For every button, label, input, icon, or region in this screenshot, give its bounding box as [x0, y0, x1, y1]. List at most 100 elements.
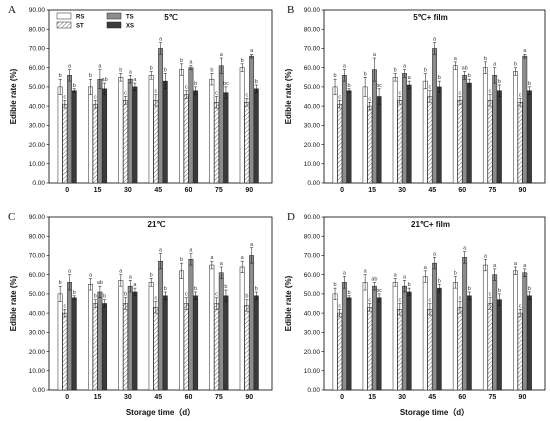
bar-st [367, 105, 373, 184]
significance-label: c [398, 298, 401, 304]
significance-label: b [424, 67, 427, 73]
bar-st [244, 305, 250, 391]
bar-ts [372, 285, 377, 391]
y-axis-label: Edible rate (%) [9, 275, 18, 331]
significance-label: b [334, 73, 337, 79]
y-tick-label: 50.00 [304, 84, 321, 91]
significance-label: a [210, 255, 214, 261]
bar-rs [362, 282, 368, 391]
significance-label: a [68, 269, 72, 275]
bar-rs [452, 282, 458, 391]
bar-ts [492, 274, 498, 391]
bar-ts [402, 73, 407, 184]
bar-rs [148, 75, 154, 184]
significance-label: a [343, 64, 347, 70]
significance-label: a [250, 242, 254, 248]
x-tick-label: 90 [245, 394, 253, 401]
significance-label: a [343, 271, 347, 277]
bar-rs [392, 282, 398, 391]
significance-label: b [528, 81, 531, 87]
bar-xs [496, 299, 502, 391]
y-tick-label: 60.00 [304, 272, 321, 279]
bar-st [367, 307, 373, 391]
bar-ts [97, 291, 103, 391]
bar-xs [132, 291, 138, 391]
bar-rs [118, 77, 124, 184]
significance-label: c [215, 91, 218, 97]
significance-label: a [133, 77, 137, 83]
significance-label: ab [371, 276, 377, 282]
x-tick-label: 60 [458, 187, 466, 194]
bar-st [397, 100, 403, 184]
significance-label: b [241, 58, 244, 64]
y-tick-label: 30.00 [304, 123, 321, 130]
significance-label: ab [462, 66, 468, 72]
x-tick-label: 75 [488, 394, 496, 401]
bar-rs [148, 282, 154, 391]
significance-label: a [129, 274, 133, 280]
bar-st [427, 309, 433, 391]
significance-label: c [459, 296, 462, 302]
bar-xs [436, 287, 442, 391]
significance-label: b [150, 66, 153, 72]
bar-rs [57, 293, 63, 391]
bar-xs [253, 295, 259, 391]
significance-label: c [185, 85, 188, 91]
significance-label: a [403, 274, 407, 280]
bar-rs [482, 264, 488, 391]
significance-label: ab [97, 280, 103, 286]
bar-xs [162, 295, 168, 391]
bar-st [397, 309, 403, 391]
y-tick-label: 10.00 [304, 161, 321, 168]
legend-label-st: ST [76, 24, 84, 30]
bar-st [337, 312, 343, 391]
chart-title: 21℃ [148, 220, 166, 229]
legend-swatch-ts [106, 12, 122, 20]
significance-label: b [255, 79, 258, 85]
bar-xs [436, 86, 442, 184]
bar-ts [97, 78, 103, 184]
bar-xs [527, 90, 532, 184]
significance-label: a [119, 269, 123, 275]
significance-label: b [245, 294, 248, 300]
bar-rs [88, 284, 93, 391]
bar-rs [452, 65, 458, 184]
panel-label: D [287, 211, 295, 223]
bar-xs [132, 86, 138, 184]
y-tick-label: 60.00 [29, 65, 46, 72]
bar-rs [513, 270, 518, 391]
chart-title: 5℃+ film [413, 13, 448, 22]
significance-label: a [68, 64, 72, 70]
chart-title: 5℃ [164, 13, 177, 22]
bar-st [457, 100, 463, 184]
significance-label: a [514, 261, 518, 267]
panel-label: A [8, 4, 16, 16]
significance-label: c [154, 89, 157, 95]
significance-label: b [59, 73, 62, 79]
panel-label: C [8, 211, 15, 223]
significance-label: b [164, 67, 167, 73]
significance-label: c [338, 303, 341, 309]
x-tick-label: 30 [398, 394, 406, 401]
bar-st [337, 103, 343, 184]
y-tick-label: 50.00 [29, 291, 46, 298]
bar-xs [466, 295, 472, 391]
y-tick-label: 70.00 [29, 46, 46, 53]
bar-st [487, 100, 493, 184]
bar-st [62, 103, 68, 184]
legend-swatch-st [56, 21, 72, 29]
legend-swatch-rs [56, 12, 72, 20]
bar-xs [496, 90, 502, 184]
y-tick-label: 90.00 [29, 214, 46, 221]
bar-ts [522, 55, 528, 184]
significance-label: b [255, 286, 258, 292]
significance-label: a [463, 246, 467, 252]
bar-xs [193, 90, 199, 184]
significance-label: a [241, 255, 245, 261]
significance-label: c [368, 298, 371, 304]
significance-label: b [73, 290, 76, 296]
significance-label: b [59, 280, 62, 286]
bar-ts [158, 48, 164, 184]
significance-label: c [338, 94, 341, 100]
